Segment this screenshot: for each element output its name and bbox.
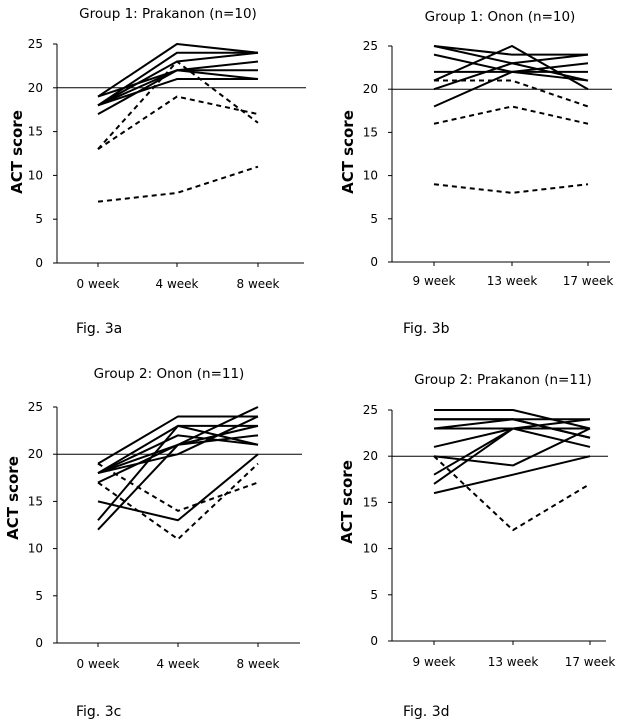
series-line-dashed: [433, 455, 591, 532]
y-axis-label: ACT score: [338, 460, 356, 544]
y-tick-label: 10: [363, 542, 378, 556]
series-line: [97, 415, 258, 465]
x-tick-label: 13 week: [487, 274, 538, 288]
chart-panel-3c: Group 2: Onon (n=11) ACT score Fig. 3c 0…: [4, 366, 302, 720]
chart-title: Group 2: Prakanon (n=11): [414, 372, 592, 388]
chart-title: Group 1: Prakanon (n=10): [79, 6, 257, 22]
chart-panel-3d: Group 2: Prakanon (n=11) ACT score Fig. …: [338, 372, 615, 720]
series-line-dashed: [433, 105, 589, 125]
y-tick-label: 20: [363, 449, 378, 463]
series-line: [434, 418, 591, 439]
series-line: [97, 453, 259, 522]
y-tick-label: 10: [28, 168, 43, 182]
series-line-dashed: [97, 462, 259, 512]
y-axis-label: ACT score: [4, 456, 22, 540]
series-line: [97, 424, 259, 521]
series-line-dashed: [97, 462, 259, 541]
x-tick-label: 17 week: [565, 655, 616, 669]
y-axis-label: ACT score: [8, 110, 26, 194]
y-tick-label: 0: [35, 256, 43, 270]
x-tick-label: 4 week: [157, 657, 200, 671]
series-line-dashed: [97, 165, 259, 203]
series-line: [97, 69, 259, 115]
series-line: [97, 415, 259, 475]
figure-caption: Fig. 3a: [76, 321, 122, 337]
y-tick-label: 15: [363, 495, 378, 509]
y-tick-label: 0: [370, 255, 378, 269]
x-tick-label: 9 week: [413, 655, 456, 669]
x-tick-label: 17 week: [563, 274, 614, 288]
y-tick-label: 25: [363, 39, 378, 53]
y-tick-label: 20: [28, 81, 43, 95]
y-tick-label: 20: [28, 447, 43, 461]
x-tick-label: 0 week: [77, 657, 120, 671]
y-tick-label: 15: [28, 494, 43, 508]
y-tick-label: 10: [28, 542, 43, 556]
series-line-dashed: [433, 183, 589, 194]
y-tick-label: 25: [28, 400, 43, 414]
x-tick-label: 8 week: [237, 657, 280, 671]
y-tick-label: 10: [363, 169, 378, 183]
figure-caption: Fig. 3c: [76, 704, 121, 720]
series-line: [433, 455, 591, 495]
series-line: [433, 45, 589, 91]
series-line: [97, 78, 258, 107]
y-tick-label: 15: [28, 125, 43, 139]
chart-panel-3b: Group 1: Onon (n=10) ACT score Fig. 3b 0…: [339, 9, 613, 337]
series-line-dashed: [434, 79, 589, 108]
series-line-dashed: [97, 95, 259, 150]
figure-caption: Fig. 3b: [403, 321, 450, 337]
y-tick-label: 15: [363, 125, 378, 139]
series-line: [97, 434, 259, 474]
y-tick-label: 0: [35, 636, 43, 650]
series-line: [433, 62, 589, 91]
chart-panel-3a: Group 1: Prakanon (n=10) ACT score Fig. …: [8, 6, 306, 337]
series-line: [97, 60, 259, 107]
x-tick-label: 8 week: [237, 277, 280, 291]
y-tick-label: 20: [363, 82, 378, 96]
y-tick-label: 0: [370, 634, 378, 648]
x-tick-label: 13 week: [488, 655, 539, 669]
series-line: [433, 45, 588, 56]
y-tick-label: 5: [370, 212, 378, 226]
series-line: [433, 62, 589, 108]
series-line-dashed: [97, 60, 259, 150]
x-tick-label: 4 week: [156, 277, 199, 291]
series-line: [97, 424, 259, 531]
x-tick-label: 0 week: [77, 277, 120, 291]
y-tick-label: 5: [35, 589, 43, 603]
y-tick-label: 5: [370, 588, 378, 602]
series-line: [97, 43, 259, 98]
chart-title: Group 2: Onon (n=11): [94, 366, 245, 382]
chart-title: Group 1: Onon (n=10): [425, 9, 576, 25]
series-line: [433, 427, 590, 485]
figure-caption: Fig. 3d: [403, 704, 450, 720]
y-axis-label: ACT score: [339, 110, 357, 194]
x-tick-label: 9 week: [413, 274, 456, 288]
y-tick-label: 5: [35, 212, 43, 226]
y-tick-label: 25: [28, 37, 43, 51]
y-tick-label: 25: [363, 403, 378, 417]
